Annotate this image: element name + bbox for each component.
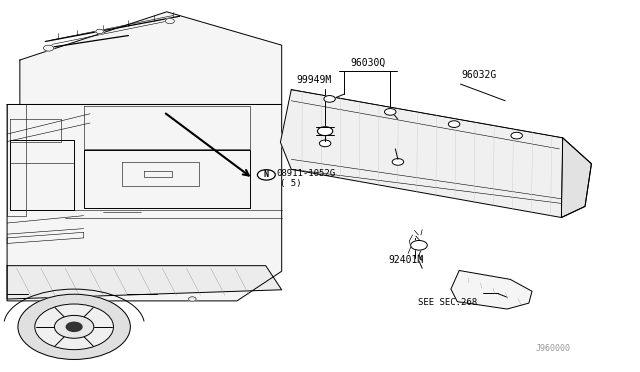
Polygon shape [451, 270, 532, 309]
Polygon shape [7, 105, 282, 301]
Circle shape [319, 140, 331, 147]
Text: SEE SEC.268: SEE SEC.268 [418, 298, 477, 307]
Text: 08911-1052G: 08911-1052G [276, 169, 336, 178]
Text: 96030Q: 96030Q [350, 57, 385, 67]
Circle shape [67, 322, 82, 331]
Circle shape [449, 121, 460, 128]
Circle shape [324, 96, 335, 102]
Text: N: N [264, 170, 269, 179]
Circle shape [166, 19, 174, 24]
Circle shape [54, 315, 94, 338]
Circle shape [317, 127, 333, 136]
Circle shape [18, 294, 131, 359]
Circle shape [44, 45, 54, 51]
Text: 96032G: 96032G [462, 70, 497, 80]
Polygon shape [20, 12, 282, 105]
Circle shape [511, 132, 522, 139]
Circle shape [411, 240, 428, 250]
Text: 99949M: 99949M [296, 75, 332, 85]
Polygon shape [561, 138, 591, 218]
Polygon shape [7, 266, 282, 299]
Circle shape [257, 170, 275, 180]
Text: ( 5): ( 5) [280, 179, 302, 187]
Text: 92401M: 92401M [388, 255, 424, 265]
Polygon shape [280, 90, 591, 218]
Circle shape [392, 158, 404, 165]
Circle shape [96, 29, 104, 34]
Circle shape [385, 109, 396, 115]
Text: J960000: J960000 [535, 344, 570, 353]
Circle shape [188, 297, 196, 301]
Circle shape [35, 304, 113, 350]
